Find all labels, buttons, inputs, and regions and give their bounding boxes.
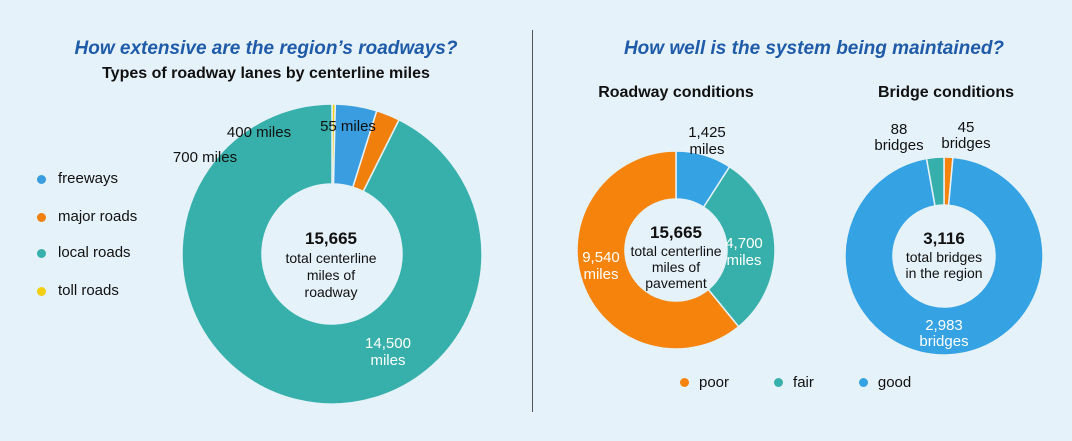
legend-swatch-good <box>858 378 868 387</box>
slice-label-poor-line: miles <box>583 266 618 283</box>
center-caption: total centerline miles of roadway <box>285 250 376 300</box>
left-question-title: How extensive are the region’s roadways? <box>74 38 458 59</box>
slice-label-toll-roads: 55 miles <box>320 118 376 135</box>
legend-swatch-fair <box>774 378 784 387</box>
center-total: 15,665 <box>650 223 702 242</box>
center-caption-line: miles of <box>307 267 355 283</box>
legend-label: good <box>877 374 912 391</box>
panel-divider <box>532 30 533 412</box>
legend-label: poor <box>699 374 730 391</box>
center-caption-line: roadway <box>305 284 358 300</box>
center-caption-line: in the region <box>905 265 982 281</box>
slice-label-good-line: 1,425 <box>688 124 726 141</box>
legend-item-toll-roads: toll roads <box>37 280 138 302</box>
legend-label: toll roads <box>58 282 119 299</box>
slice-label-good: 2,983 bridges <box>919 317 968 350</box>
slice-label-poor-line: 45 <box>958 119 975 136</box>
center-caption-line: miles of <box>652 259 700 275</box>
slice-label-poor: 9,540 miles <box>582 249 620 283</box>
slice-label-fair-line: 4,700 <box>725 235 763 252</box>
donut-hole <box>625 199 727 301</box>
slice-label-good-line: miles <box>689 141 724 158</box>
slice-label-fair-line: bridges <box>874 137 923 154</box>
legend-label: fair <box>793 374 814 391</box>
center-total: 15,665 <box>305 229 357 248</box>
slice-label-poor: 45 bridges <box>941 119 990 152</box>
slice-label-fair: 4,700 miles <box>725 235 763 269</box>
left-chart-title: Types of roadway lanes by centerline mil… <box>102 65 430 82</box>
legend-label: freeways <box>58 170 119 187</box>
slice-label-freeways: 400 miles <box>227 124 291 141</box>
center-caption-line: total centerline <box>285 250 376 266</box>
slice-label-poor-line: 9,540 <box>582 249 620 266</box>
legend-item-local-roads: local roads <box>37 242 138 264</box>
slice-label-local-roads: 14,500 miles <box>365 335 411 369</box>
slice-label-fair: 88 bridges <box>874 121 923 154</box>
slice-label-good: 1,425 miles <box>688 124 726 158</box>
legend-item-poor: poor <box>680 374 729 391</box>
roadway-types-legend: freeways major roads local roads toll ro… <box>37 168 138 302</box>
center-total: 3,116 <box>923 229 965 248</box>
roadway-conditions-title: Roadway conditions <box>598 84 754 101</box>
slice-label-freeways-line: 400 miles <box>227 124 291 141</box>
slice-label-local-roads-line: miles <box>370 352 405 369</box>
slice-label-major-roads: 700 miles <box>173 149 237 166</box>
legend-item-good: good <box>858 374 912 391</box>
legend-item-major-roads: major roads <box>37 206 138 228</box>
slice-label-fair-line: miles <box>726 252 761 269</box>
legend-label: major roads <box>58 208 138 225</box>
center-caption-line: total centerline <box>630 243 721 259</box>
bridge-conditions-title: Bridge conditions <box>878 84 1014 101</box>
legend-swatch-poor <box>680 378 689 387</box>
slice-label-fair-line: 88 <box>891 121 908 138</box>
slice-label-local-roads-line: 14,500 <box>365 335 411 352</box>
center-caption-line: pavement <box>645 275 707 291</box>
legend-label: local roads <box>58 244 131 261</box>
slice-label-good-line: 2,983 <box>925 317 963 334</box>
legend-swatch-local-roads <box>37 249 46 258</box>
legend-swatch-toll-roads <box>37 287 46 296</box>
slice-label-good-line: bridges <box>919 333 968 350</box>
slice-label-major-roads-line: 700 miles <box>173 149 237 166</box>
right-question-title: How well is the system being maintained? <box>623 38 1005 59</box>
slice-label-toll-roads-line: 55 miles <box>320 118 376 135</box>
center-caption-line: total bridges <box>906 249 982 265</box>
legend-item-fair: fair <box>774 374 814 391</box>
slice-label-poor-line: bridges <box>941 135 990 152</box>
legend-swatch-major-roads <box>37 213 46 222</box>
donut-hole <box>893 205 995 307</box>
legend-item-freeways: freeways <box>37 168 138 190</box>
donut-hole <box>262 184 402 324</box>
condition-legend: poor fair good <box>680 374 956 391</box>
center-caption: total centerline miles of pavement <box>630 243 721 291</box>
legend-swatch-freeways <box>37 175 46 184</box>
center-caption: total bridges in the region <box>905 249 982 281</box>
